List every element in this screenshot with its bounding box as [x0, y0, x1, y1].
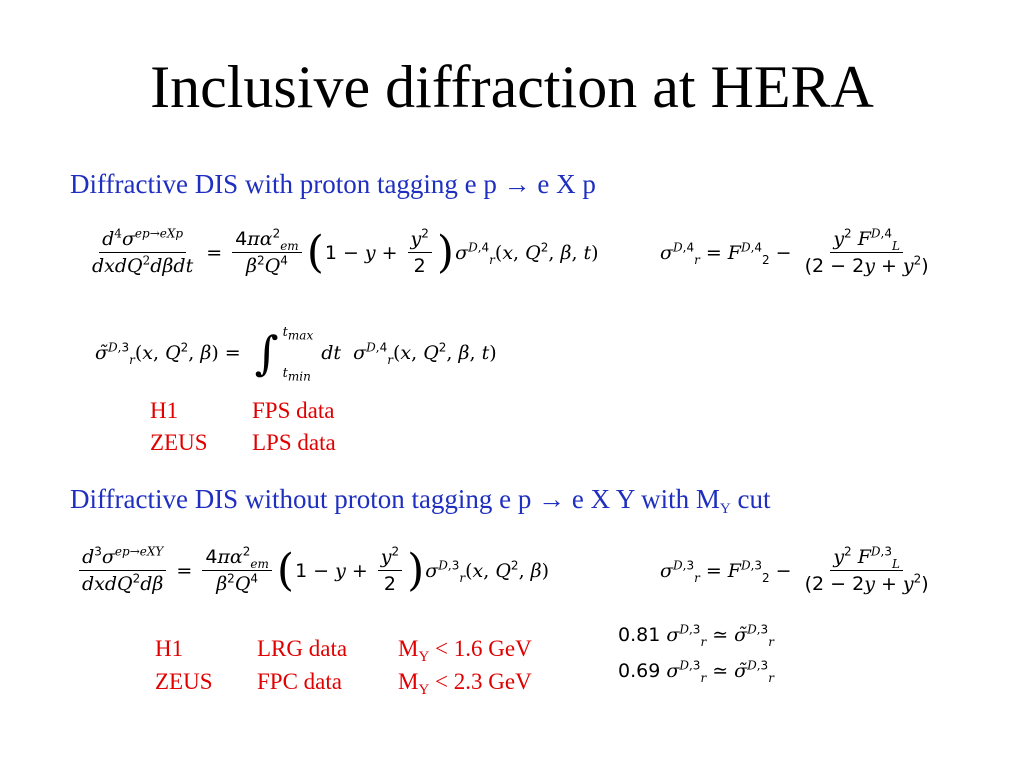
equation-reduced-xsec-3: σD,3r = FD,32 − y2 FD,3L (2 − 2y + y2) [660, 544, 929, 595]
equation-diff-xsec-3: d3σep→eXY dxdQ2dβ = 4πα2em β2Q4 (1− y + y2 2)… [75, 546, 549, 595]
row2-zeus-cut-value: < 2.3 GeV [429, 669, 532, 694]
row2-h1-cut-sub: Y [418, 649, 430, 665]
row2-h1-experiment: H1 [155, 636, 184, 661]
slide-title: Inclusive diffraction at HERA [150, 54, 874, 120]
row2-zeus-experiment: ZEUS [155, 669, 213, 694]
row2-h1-cut-value: < 1.6 GeV [429, 636, 532, 661]
row-zeus-experiment: ZEUS [150, 430, 208, 455]
equation-reduced-xsec-4: σD,4r = FD,42 − y2 FD,4L (2 − 2y + y2) [660, 226, 929, 277]
row2-h1-cut: MY < 1.6 GeV [398, 634, 532, 667]
row-h1-data: FPS data [252, 398, 335, 423]
factor-zeus: 0.69 [618, 660, 661, 682]
row2-zeus-cut-sub: Y [418, 682, 430, 698]
row2-h1-data: LRG data [257, 636, 348, 661]
section2-heading-main: Diffractive DIS without proton tagging e… [70, 484, 720, 514]
section2-heading-end: cut [730, 484, 771, 514]
row2-h1-cut-m: M [398, 636, 419, 661]
row-zeus-data: LPS data [252, 430, 336, 455]
equation-diff-xsec-4: d4σep→eXp dxdQ2dβdt = 4πα2em β2Q4 (1− y + y2… [92, 226, 599, 278]
row2-zeus-data: FPC data [257, 669, 342, 694]
relation-zeus: 0.69 σD,3r ≃ σ̃D,3r [618, 658, 774, 685]
factor-h1: 0.81 [618, 624, 661, 646]
row2-zeus-cut-m: M [398, 669, 419, 694]
row2-zeus-cut: MY < 2.3 GeV [398, 667, 532, 700]
equation-t-integrated: σ̃D,3r(x, Q2, β) = ∫ tmax tmin dt σD,4r(x… [95, 325, 497, 384]
section2-heading-sub: Y [719, 501, 731, 517]
section1-heading: Diffractive DIS with proton tagging e p … [70, 169, 596, 199]
section2-heading: Diffractive DIS without proton tagging e… [70, 483, 771, 520]
row-h1-experiment: H1 [150, 398, 179, 423]
relation-h1: 0.81 σD,3r ≃ σ̃D,3r [618, 622, 774, 649]
